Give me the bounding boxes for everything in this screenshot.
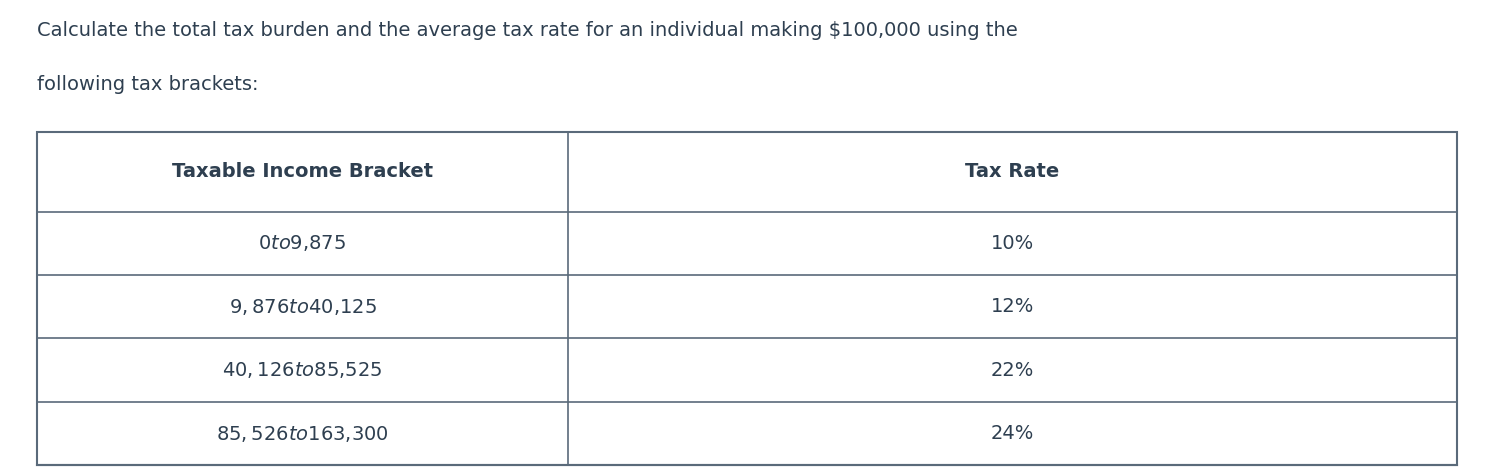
Text: Calculate the total tax burden and the average tax rate for an individual making: Calculate the total tax burden and the a… <box>37 21 1017 40</box>
Text: $9,876 to $40,125: $9,876 to $40,125 <box>229 297 376 317</box>
Text: $0 to $9,875: $0 to $9,875 <box>258 233 347 253</box>
Text: following tax brackets:: following tax brackets: <box>37 75 258 94</box>
Text: Tax Rate: Tax Rate <box>965 162 1059 181</box>
Text: 22%: 22% <box>991 360 1034 380</box>
Text: 24%: 24% <box>991 424 1034 443</box>
Text: 10%: 10% <box>991 234 1034 253</box>
Text: $85,526 to $163,300: $85,526 to $163,300 <box>217 423 388 444</box>
Text: $40,126 to $85,525: $40,126 to $85,525 <box>223 360 382 380</box>
Text: Taxable Income Bracket: Taxable Income Bracket <box>172 162 433 181</box>
Text: 12%: 12% <box>991 297 1034 316</box>
